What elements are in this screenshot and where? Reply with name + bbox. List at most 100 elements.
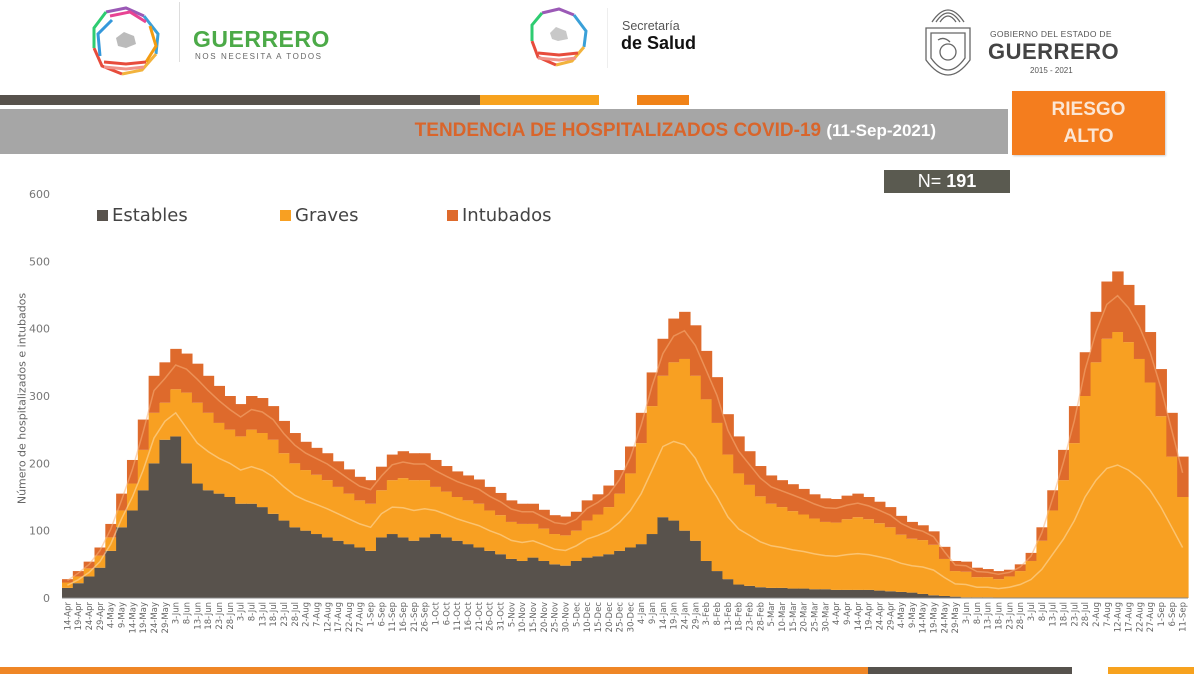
bar-intubados <box>213 385 226 423</box>
bar-intubados <box>332 461 345 487</box>
x-tick-label: 3-Jun <box>172 602 182 624</box>
bar-estables <box>72 583 85 598</box>
x-tick-label: 14-Apr <box>63 601 73 630</box>
bar-estables <box>354 547 366 598</box>
x-tick-label: 13-Jul <box>1049 602 1059 627</box>
x-tick-label: 5-Mar <box>767 601 777 626</box>
x-tick-label: 1-Oct <box>432 601 442 625</box>
chart-title-date: (11-Sep-2021) <box>826 121 936 140</box>
legend-item-graves: Graves <box>280 205 358 226</box>
secretaria-main-label: de Salud <box>621 33 697 53</box>
bar-estables <box>332 540 345 598</box>
bar-estables <box>949 596 962 598</box>
bar-estables <box>462 544 475 598</box>
x-tick-label: 23-Feb <box>746 602 756 631</box>
header-divider <box>179 2 180 62</box>
x-tick-label: 29-May <box>951 602 961 633</box>
bar-estables <box>679 530 691 598</box>
bar-intubados <box>451 471 464 497</box>
legend-label: Graves <box>295 205 359 226</box>
bar-intubados <box>278 420 290 454</box>
bar-intubados <box>874 501 886 524</box>
bar-intubados <box>484 486 496 511</box>
bar-estables <box>906 592 918 598</box>
bar-estables <box>343 544 355 598</box>
bar-estables <box>430 534 442 598</box>
bar-intubados <box>375 466 388 491</box>
x-tick-label: 28-Jun <box>226 602 236 630</box>
bar-intubados <box>516 503 529 524</box>
decorative-bar-yellow <box>1108 667 1194 674</box>
bar-estables <box>689 540 702 598</box>
bar-estables <box>603 554 615 598</box>
bar-intubados <box>1047 490 1059 511</box>
x-tick-label: 24-May <box>940 602 950 633</box>
bar-intubados <box>462 475 475 501</box>
bar-estables <box>765 587 778 598</box>
x-tick-label: 14-Apr <box>854 601 864 630</box>
legend-swatch-graves <box>280 210 291 221</box>
gobierno-years: 2015 - 2021 <box>1030 66 1073 75</box>
x-tick-label: 2-Aug <box>302 602 312 627</box>
bar-intubados <box>1144 332 1157 383</box>
bar-estables <box>733 584 745 598</box>
x-tick-label: 19-Apr <box>74 601 84 630</box>
bar-estables <box>646 534 659 598</box>
x-tick-label: 10-Dec <box>583 602 593 633</box>
x-tick-label: 5-Dec <box>572 602 582 627</box>
x-tick-label: 14-May <box>128 602 138 633</box>
bar-intubados <box>679 311 691 359</box>
bar-estables <box>711 571 724 598</box>
x-tick-label: 24-Apr <box>85 601 95 630</box>
bar-estables <box>668 520 680 598</box>
legend-label: Estables <box>112 205 188 226</box>
x-tick-label: 21-Sep <box>410 602 420 632</box>
bar-intubados <box>126 459 139 484</box>
bar-estables <box>181 463 193 598</box>
bar-intubados <box>1112 271 1124 333</box>
x-tick-label: 13-Feb <box>724 602 734 631</box>
x-tick-label: 26-Sep <box>421 602 431 632</box>
x-tick-label: 23-Jul <box>1070 602 1080 627</box>
bar-estables <box>776 587 789 598</box>
x-tick-label: 29-Apr <box>96 601 106 630</box>
x-tick-label: 7-Aug <box>312 602 322 627</box>
bar-estables <box>798 588 810 598</box>
bar-estables <box>105 550 117 598</box>
bar-intubados <box>159 362 171 403</box>
x-tick-label: 1-Sep <box>1157 602 1167 627</box>
x-tick-label: 20-Mar <box>800 601 810 631</box>
decorative-bar-orange <box>637 95 689 105</box>
bar-intubados <box>657 338 669 376</box>
x-tick-label: 4-May <box>897 602 907 628</box>
x-tick-label: 17-Aug <box>1125 602 1135 632</box>
bar-estables <box>505 558 518 598</box>
x-tick-label: 23-Jun <box>1005 602 1015 630</box>
x-tick-label: 28-Jul <box>1081 602 1091 627</box>
decorative-bar-dark <box>0 95 480 105</box>
x-tick-label: 8-Feb <box>713 602 723 626</box>
x-tick-label: 4-Apr <box>832 602 842 625</box>
x-tick-label: 16-Sep <box>399 602 409 632</box>
bar-intubados <box>181 353 193 393</box>
bar-estables <box>527 557 539 598</box>
bar-intubados <box>116 493 128 511</box>
x-tick-label: 16-Oct <box>464 601 474 630</box>
decorative-bar-orange <box>480 95 599 105</box>
bar-intubados <box>1177 456 1189 497</box>
bar-estables <box>830 589 843 598</box>
bar-estables <box>722 579 734 598</box>
x-tick-label: 25-Nov <box>551 602 561 632</box>
decorative-bar-dark <box>868 667 1072 674</box>
bar-intubados <box>906 521 918 539</box>
y-tick-label: 100 <box>29 525 50 538</box>
bar-intubados <box>289 433 301 464</box>
bar-intubados <box>819 498 832 522</box>
bar-estables <box>170 436 182 598</box>
bar-intubados <box>798 488 810 515</box>
x-tick-label: 18-Jun <box>204 602 214 630</box>
x-tick-label: 18-Feb <box>735 602 745 631</box>
bar-intubados <box>711 377 724 423</box>
bar-estables <box>321 537 334 598</box>
